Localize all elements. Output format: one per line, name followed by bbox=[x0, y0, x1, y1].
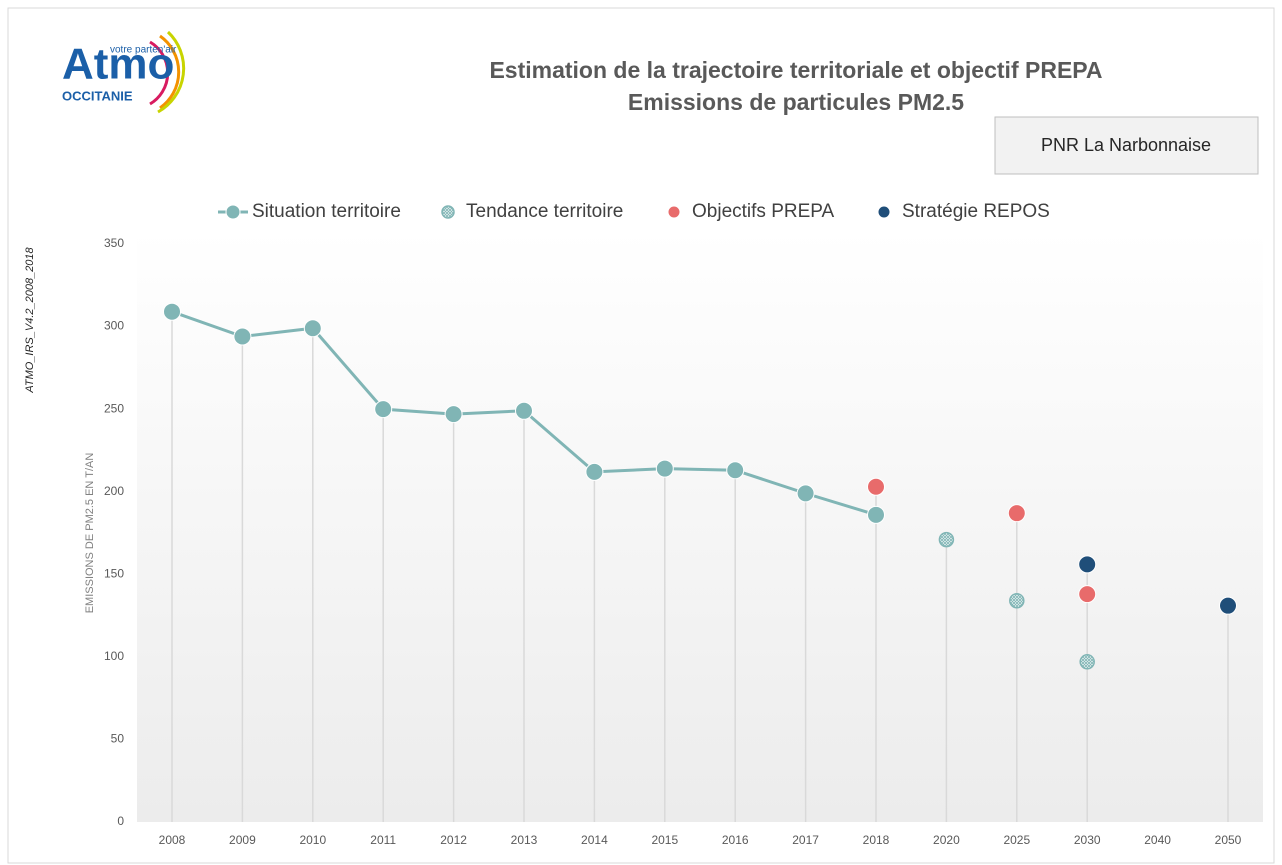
y-tick-label: 100 bbox=[104, 649, 124, 663]
marker bbox=[303, 319, 322, 338]
logo-name: Atmo bbox=[62, 40, 174, 89]
y-tick-label: 300 bbox=[104, 319, 124, 333]
x-tick-label: 2011 bbox=[370, 833, 396, 847]
logo-region: OCCITANIE bbox=[62, 88, 133, 103]
marker bbox=[374, 400, 393, 419]
territory: PNR La Narbonnaise bbox=[1041, 135, 1211, 155]
marker bbox=[1079, 654, 1095, 670]
x-tick-label: 2010 bbox=[299, 833, 326, 847]
y-tick-label: 350 bbox=[104, 236, 124, 250]
legend-marker bbox=[667, 205, 681, 219]
marker bbox=[1078, 585, 1097, 604]
legend-label: Objectifs PREPA bbox=[692, 201, 835, 222]
marker bbox=[1007, 504, 1026, 523]
y-tick-label: 150 bbox=[104, 566, 124, 580]
legend-marker bbox=[877, 205, 891, 219]
logo-arc bbox=[159, 34, 181, 110]
x-tick-label: 2012 bbox=[440, 833, 467, 847]
legend-label: Tendance territoire bbox=[466, 201, 623, 222]
marker bbox=[1078, 555, 1097, 574]
marker bbox=[233, 327, 252, 346]
chart-title: Estimation de la trajectoire territorial… bbox=[489, 57, 1102, 83]
legend-label: Stratégie REPOS bbox=[902, 201, 1050, 222]
x-tick-label: 2008 bbox=[159, 833, 186, 847]
x-tick-label: 2018 bbox=[863, 833, 890, 847]
x-tick-label: 2017 bbox=[792, 833, 819, 847]
x-tick-label: 2040 bbox=[1144, 833, 1171, 847]
x-tick-label: 2013 bbox=[511, 833, 538, 847]
territory-box bbox=[994, 116, 1259, 175]
marker bbox=[938, 531, 955, 548]
legend-marker bbox=[441, 205, 455, 219]
y-tick-label: 250 bbox=[104, 401, 124, 415]
marker bbox=[796, 484, 815, 503]
y-tick-label: 50 bbox=[111, 732, 125, 746]
legend-marker bbox=[225, 204, 241, 220]
plot-area bbox=[137, 230, 1263, 822]
logo-arc bbox=[157, 30, 186, 114]
logo-arc bbox=[149, 40, 170, 106]
marker bbox=[867, 477, 885, 496]
x-tick-label: 2025 bbox=[1003, 833, 1030, 847]
marker bbox=[1219, 596, 1237, 615]
marker bbox=[655, 459, 674, 478]
x-tick-label: 2015 bbox=[651, 833, 678, 847]
marker bbox=[163, 302, 181, 321]
marker bbox=[726, 461, 745, 480]
x-tick-label: 2014 bbox=[581, 833, 608, 847]
marker bbox=[444, 405, 463, 424]
x-tick-label: 2030 bbox=[1074, 833, 1101, 847]
marker bbox=[867, 505, 885, 524]
side-note: ATMO_IRS_V4.2_2008_2018 bbox=[24, 246, 36, 393]
x-tick-label: 2020 bbox=[933, 833, 960, 847]
marker bbox=[515, 401, 533, 420]
chart-subtitle: Emissions de particules PM2.5 bbox=[628, 89, 964, 115]
marker bbox=[585, 462, 604, 481]
logo-tagline: votre parten'air bbox=[110, 45, 177, 56]
x-tick-label: 2009 bbox=[229, 833, 256, 847]
legend-label: Situation territoire bbox=[252, 201, 401, 222]
y-axis-label: EMISSIONS DE PM2.5 EN T/AN bbox=[84, 453, 96, 614]
logo: Atmo votre parten'air OCCITANIE bbox=[62, 30, 186, 114]
y-tick-label: 200 bbox=[104, 484, 124, 498]
x-tick-label: 2016 bbox=[722, 833, 749, 847]
x-tick-label: 2050 bbox=[1215, 833, 1242, 847]
y-tick-label: 0 bbox=[117, 814, 124, 828]
marker bbox=[1009, 592, 1025, 609]
